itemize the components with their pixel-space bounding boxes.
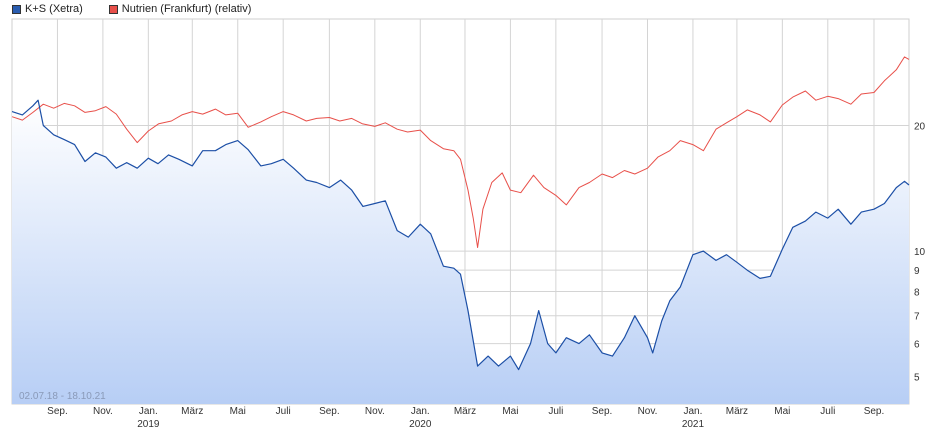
x-tick-label: Jan. [411, 406, 430, 417]
x-tick-label: Nov. [365, 406, 385, 417]
x-tick-label: Jan. [683, 406, 702, 417]
y-tick-label: 8 [914, 288, 920, 299]
x-tick-label: Mai [230, 406, 246, 417]
x-tick-label: Juli [548, 406, 563, 417]
legend-item-ks: K+S (Xetra) [12, 2, 83, 16]
x-tick-label: Jan. [139, 406, 158, 417]
x-tick-label: März [181, 406, 203, 417]
legend-label-nutrien: Nutrien (Frankfurt) (relativ) [121, 3, 252, 15]
x-tick-label: Nov. [638, 406, 658, 417]
legend-label-ks: K+S (Xetra) [25, 3, 83, 15]
date-range-label: 02.07.18 - 18.10.21 [19, 391, 106, 402]
x-year-label: 2020 [409, 419, 432, 430]
x-year-label: 2021 [682, 419, 705, 430]
x-tick-label: Juli [820, 406, 835, 417]
legend-swatch-ks [12, 4, 21, 14]
ks-area-fill [12, 100, 909, 404]
x-tick-label: Mai [774, 406, 790, 417]
x-tick-label: Sep. [592, 406, 613, 417]
x-year-label: 2019 [137, 419, 160, 430]
x-tick-label: März [454, 406, 476, 417]
legend-swatch-nutrien [108, 4, 118, 14]
y-tick-label: 20 [914, 121, 926, 132]
y-tick-label: 6 [914, 340, 920, 351]
ks-series-line [11, 99, 910, 371]
nutrien-series-line [11, 56, 910, 248]
y-tick-label: 5 [914, 373, 920, 384]
x-tick-label: Sep. [319, 406, 340, 417]
y-tick-label: 9 [914, 266, 920, 277]
x-tick-label: März [726, 406, 748, 417]
legend: K+S (Xetra) Nutrien (Frankfurt) (relativ… [12, 2, 277, 16]
x-tick-label: Juli [276, 406, 291, 417]
legend-item-nutrien: Nutrien (Frankfurt) (relativ) [108, 2, 252, 16]
y-tick-label: 7 [914, 312, 920, 323]
x-tick-label: Sep. [47, 406, 68, 417]
x-tick-label: Nov. [93, 406, 113, 417]
x-tick-label: Mai [502, 406, 518, 417]
x-tick-label: Sep. [864, 406, 885, 417]
y-tick-label: 10 [914, 247, 926, 258]
